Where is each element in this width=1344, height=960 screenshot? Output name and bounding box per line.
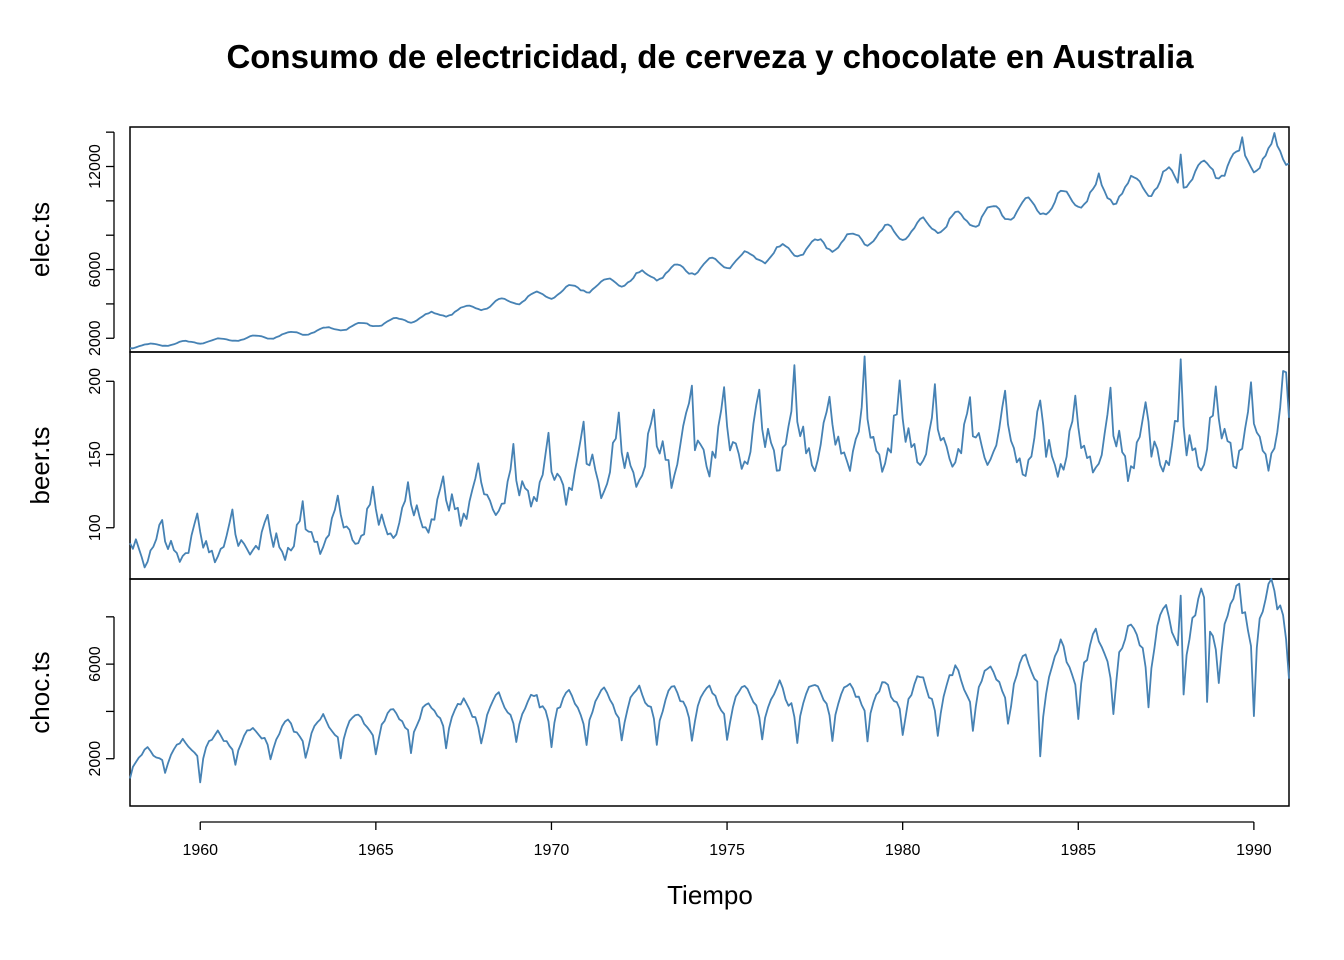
x-tick-label: 1965	[358, 842, 394, 859]
x-tick-label: 1960	[182, 842, 218, 859]
panel-frame	[129, 351, 1290, 580]
y-axis-label: elec.ts	[25, 202, 55, 277]
y-tick-label: 200	[87, 368, 104, 395]
series-line-beer-ts	[129, 355, 1290, 569]
x-axis-label: Tiempo	[667, 880, 753, 910]
y-tick-label: 2000	[87, 741, 104, 777]
x-tick-label: 1990	[1236, 842, 1272, 859]
x-tick-label: 1980	[885, 842, 921, 859]
y-axis-label: beer.ts	[25, 426, 55, 504]
chart-title: Consumo de electricidad, de cerveza y ch…	[226, 38, 1194, 75]
series-line-elec-ts	[129, 132, 1290, 350]
panel-frame	[129, 578, 1290, 807]
y-axis-label: choc.ts	[25, 651, 55, 733]
series-line-choc-ts	[129, 578, 1290, 784]
y-tick-label: 12000	[87, 144, 104, 189]
panel-beer-ts: 100 150 200 beer.ts	[25, 351, 1290, 580]
panel-choc-ts: 2000 6000 choc.ts	[25, 578, 1290, 807]
x-axis: 1960 1965 1970 1975 1980 1985 1990	[182, 821, 1272, 859]
panels: 2000 6000 12000 elec.ts 100 150 200 beer.ts 2000…	[25, 126, 1290, 807]
panel-frame	[129, 126, 1290, 353]
y-tick-label: 6000	[87, 252, 104, 288]
y-tick-label: 100	[87, 514, 104, 541]
y-tick-label: 6000	[87, 646, 104, 682]
x-tick-label: 1970	[534, 842, 570, 859]
x-tick-label: 1985	[1060, 842, 1096, 859]
y-tick-label: 150	[87, 441, 104, 468]
panel-elec-ts: 2000 6000 12000 elec.ts	[25, 126, 1290, 356]
y-tick-label: 2000	[87, 320, 104, 356]
x-tick-label: 1975	[709, 842, 745, 859]
